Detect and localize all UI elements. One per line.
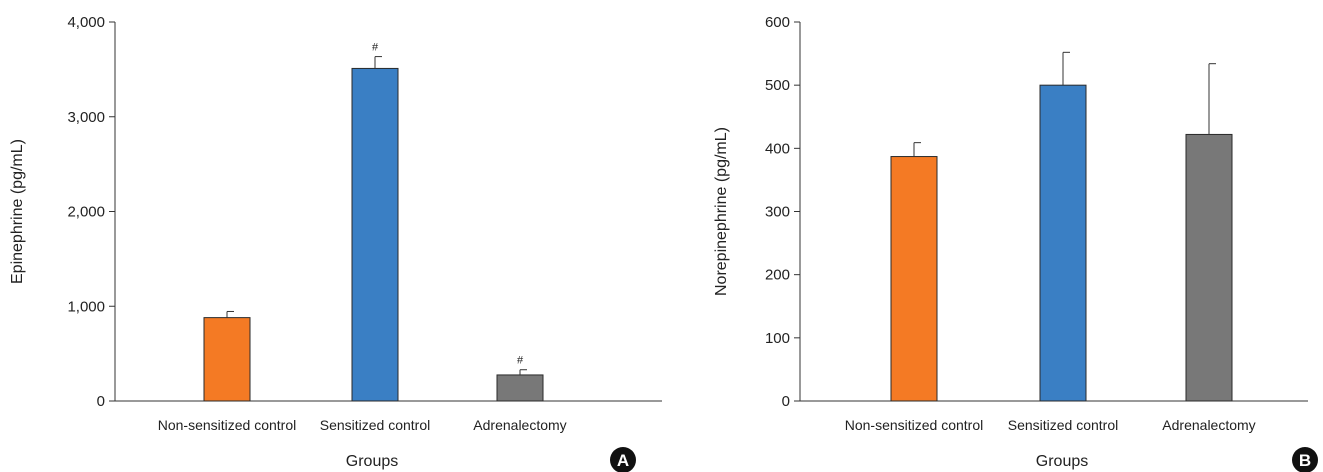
- significance-marker: #: [517, 355, 524, 367]
- panel-badge: [610, 447, 636, 472]
- y-tick-label: 0: [782, 393, 790, 410]
- bar: [890, 156, 938, 402]
- y-tick-label: 200: [765, 267, 790, 284]
- category-label: Adrenalectomy: [473, 417, 566, 433]
- y-tick-label: 1,000: [67, 298, 105, 315]
- panel-letter: B: [1299, 451, 1311, 470]
- bar: [203, 317, 251, 402]
- y-tick-label: 400: [765, 140, 790, 157]
- category-label: Adrenalectomy: [1162, 417, 1255, 433]
- significance-marker: #: [372, 42, 379, 54]
- y-axis-title: Norepinephrine (pg/mL): [713, 127, 730, 296]
- y-tick-label: 2,000: [67, 204, 105, 221]
- x-axis-title: Groups: [346, 453, 398, 470]
- y-tick-label: 100: [765, 330, 790, 347]
- y-axis-title: Epinephrine (pg/mL): [9, 139, 26, 284]
- panel-badge: [1292, 447, 1318, 472]
- y-tick-label: 500: [765, 77, 790, 94]
- chart-panel-a: 0 1,000 2,000 3,000 4,000 Non-sensitized cont…: [9, 14, 662, 472]
- category-label: Sensitized control: [320, 417, 431, 433]
- bar: [1039, 84, 1087, 402]
- panel-letter: A: [617, 451, 629, 470]
- y-tick-label: 300: [765, 204, 790, 221]
- bar: [1185, 133, 1233, 402]
- category-label: Non-sensitized control: [845, 417, 984, 433]
- chart-panel-b: 0 100 200 300 400 500 600 Non-sensitized contro…: [713, 14, 1318, 472]
- y-tick-label: 4,000: [67, 14, 105, 31]
- x-axis-title: Groups: [1036, 453, 1088, 470]
- bar: [351, 67, 399, 402]
- bar: [496, 374, 544, 402]
- y-tick-label: 0: [97, 393, 105, 410]
- category-label: Sensitized control: [1008, 417, 1119, 433]
- category-label: Non-sensitized control: [158, 417, 297, 433]
- y-tick-label: 3,000: [67, 109, 105, 126]
- y-tick-label: 600: [765, 14, 790, 31]
